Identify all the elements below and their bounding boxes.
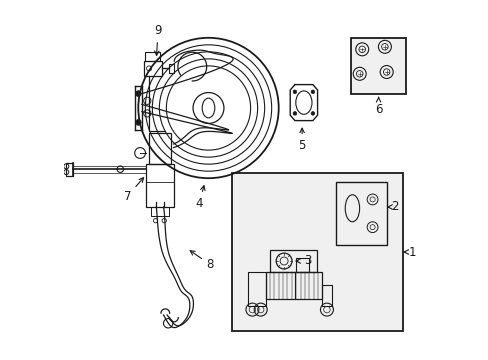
Circle shape [292, 112, 296, 115]
Bar [168, 64, 174, 73]
Bar [247, 272, 265, 306]
Bar [269, 250, 316, 272]
Bar [336, 182, 386, 245]
Bar [146, 164, 173, 207]
Text: 4: 4 [195, 186, 204, 210]
Circle shape [135, 91, 141, 96]
Circle shape [310, 90, 314, 94]
Text: 3: 3 [295, 255, 310, 267]
Bar [149, 133, 170, 164]
Bar [265, 272, 321, 299]
Text: 2: 2 [387, 201, 398, 213]
Bar [143, 61, 162, 76]
Text: 9: 9 [154, 24, 162, 55]
Text: 8: 8 [190, 251, 214, 271]
Bar [295, 258, 308, 272]
Bar [66, 163, 73, 176]
Bar [350, 38, 406, 94]
Bar [151, 207, 168, 216]
Bar [321, 285, 331, 306]
Bar [231, 173, 402, 331]
Circle shape [135, 120, 141, 125]
Text: 5: 5 [298, 128, 305, 152]
Bar [145, 52, 160, 61]
Circle shape [292, 90, 296, 94]
Text: 6: 6 [374, 103, 382, 116]
Text: 1: 1 [403, 246, 415, 258]
Circle shape [310, 112, 314, 115]
Text: 7: 7 [123, 177, 143, 203]
